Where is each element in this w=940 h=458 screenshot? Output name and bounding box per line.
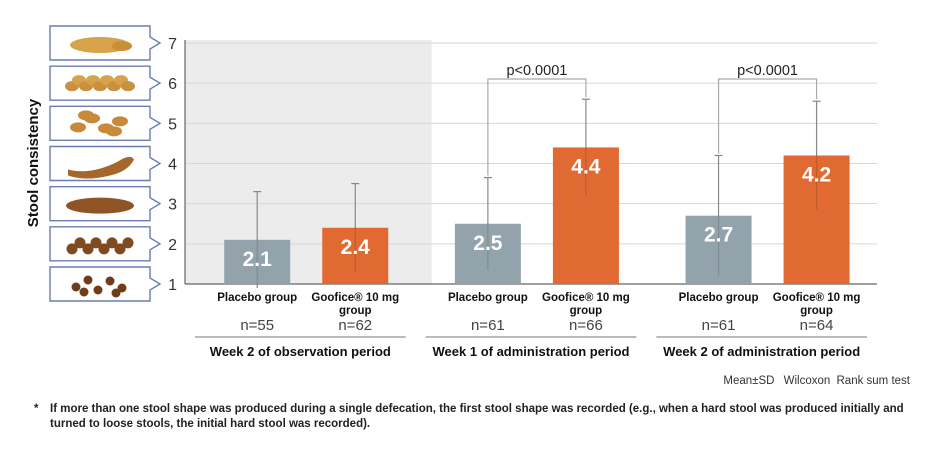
group-label: Placebo group <box>217 292 297 304</box>
bar-value-label: 4.4 <box>571 155 601 178</box>
bar-value-label: 2.7 <box>704 224 733 247</box>
lumpy-sausage-stool-icon <box>49 226 162 262</box>
hard-lumps-stool-icon <box>49 266 162 302</box>
sample-size-label: n=55 <box>240 317 274 334</box>
footnote-marker: * <box>34 403 39 415</box>
y-tick-label: 3 <box>168 197 177 214</box>
sample-size-label: n=61 <box>702 317 736 334</box>
y-tick-label: 7 <box>168 36 177 53</box>
y-tick-label: 2 <box>168 237 177 254</box>
observation-period-shading <box>185 40 432 284</box>
stool-consistency-chart: 1 2 3 4 5 6 7 Stool consistency 2.1 Placebo group… <box>25 25 877 359</box>
sample-size-label: n=62 <box>338 317 372 334</box>
group-label: Goofice® 10 mg <box>542 292 630 304</box>
group-label: Goofice® 10 mg <box>773 292 861 304</box>
bar-value-label: 2.5 <box>473 232 503 255</box>
normal-stool-icon <box>49 145 162 182</box>
wilcoxon-label: Wilcoxon <box>783 375 831 387</box>
mean-sd-label: Mean±SD <box>723 375 775 387</box>
y-tick-label: 5 <box>168 116 177 133</box>
y-tick-label: 4 <box>168 157 177 174</box>
y-tick-label: 6 <box>168 76 177 93</box>
group-label: Goofice® 10 mg <box>311 292 399 304</box>
p-value-label: p<0.0001 <box>506 63 567 79</box>
period-label: Week 2 of administration period <box>663 344 860 359</box>
bar-value-label: 2.1 <box>243 248 273 271</box>
y-tick-label: 1 <box>168 277 177 294</box>
period-label: Week 1 of administration period <box>433 344 630 359</box>
rank-sum-label: Rank sum test <box>836 375 911 387</box>
group-label: Placebo group <box>679 292 759 304</box>
group-label-line2: group <box>570 305 603 317</box>
cracked-sausage-stool-icon <box>49 185 162 222</box>
fluffy-pieces-stool-icon <box>49 105 162 142</box>
sample-size-label: n=66 <box>569 317 603 334</box>
bar-value-label: 4.2 <box>802 163 831 186</box>
period-label: Week 2 of observation period <box>210 344 391 359</box>
sample-size-label: n=64 <box>800 317 834 334</box>
watery-stool-icon <box>49 25 162 61</box>
footnote-text: If more than one stool shape was produce… <box>50 403 904 430</box>
bar-value-label: 2.4 <box>341 236 371 259</box>
group-label: Placebo group <box>448 292 528 304</box>
statistics-note: Mean±SD Wilcoxon Rank sum test <box>717 375 910 387</box>
y-axis-title: Stool consistency <box>25 98 42 227</box>
group-label-line2: group <box>800 305 833 317</box>
significance-bracket <box>717 78 818 154</box>
mushy-stool-icon <box>49 65 162 101</box>
group-label-line2: group <box>339 305 372 317</box>
significance-bracket <box>487 78 587 176</box>
p-value-label: p<0.0001 <box>737 63 798 79</box>
sample-size-label: n=61 <box>471 317 505 334</box>
